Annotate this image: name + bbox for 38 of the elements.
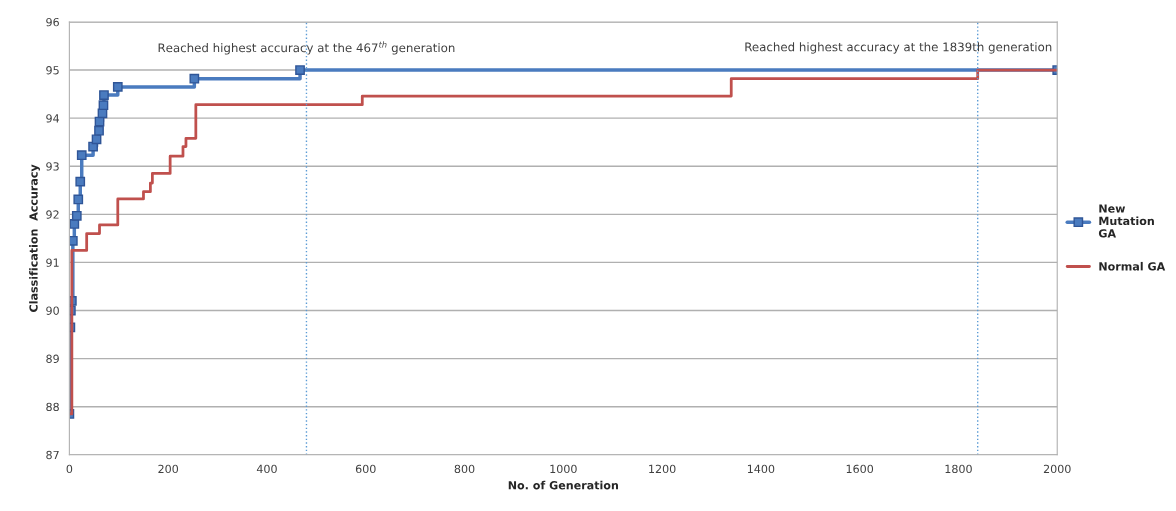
legend-label: Normal GA (1099, 261, 1166, 271)
y-tick-label: 92 (46, 210, 59, 219)
x-tick-label: 0 (66, 464, 73, 474)
legend-label: New Mutation GA (1098, 204, 1154, 238)
y-tick-label: 89 (46, 354, 59, 363)
point (75, 176, 86, 187)
x-tick-label: 1200 (649, 464, 676, 474)
x-tick-label: 800 (454, 464, 475, 474)
annotation: Reached highest accuracy at the 1839th generation (745, 42, 1052, 54)
x-tick-label: 200 (158, 464, 179, 474)
point (112, 82, 123, 92)
point (99, 90, 109, 100)
y-tick-label: 91 (46, 258, 59, 267)
y-tick-label: 90 (46, 306, 59, 315)
y-tick-label: 94 (46, 114, 60, 123)
x-tick-label: 2000 (1043, 464, 1071, 474)
point (73, 194, 84, 205)
point (94, 125, 104, 136)
y-axis-title: Classification Accuracy (29, 164, 40, 312)
x-tick-label: 1800 (945, 464, 972, 474)
annotation: Reached highest accuracy at the 467$^{th}$ generation (158, 41, 455, 55)
point (76, 150, 87, 161)
point (295, 65, 305, 75)
point (189, 73, 200, 84)
point (98, 100, 109, 111)
x-tick-label: 400 (256, 464, 277, 474)
x-tick-label: 600 (355, 464, 376, 474)
x-tick-label: 1400 (747, 464, 775, 474)
y-tick-label: 95 (46, 66, 59, 75)
x-axis-title: No. of Generation (508, 480, 618, 490)
y-tick-label: 88 (46, 402, 59, 412)
point (71, 210, 82, 221)
x-tick-label: 1600 (846, 464, 874, 474)
y-tick-label: 93 (46, 162, 59, 171)
x-tick-label: 1000 (550, 464, 577, 474)
y-tick-label: 87 (46, 450, 59, 460)
point (69, 235, 78, 246)
y-tick-label: 96 (46, 17, 59, 27)
